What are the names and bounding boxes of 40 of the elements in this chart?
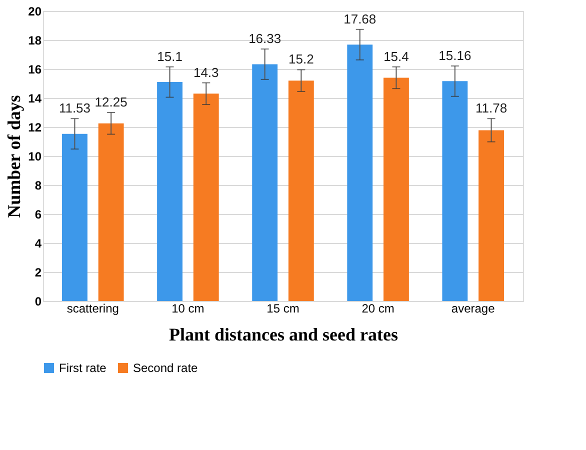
legend-label: First rate (59, 361, 107, 375)
y-tick-label: 10 (28, 150, 42, 164)
bar (252, 64, 278, 301)
bar (98, 123, 124, 301)
y-tick-label: 2 (34, 266, 42, 280)
y-tick-label: 12 (28, 120, 42, 134)
y-tick-label: 14 (28, 92, 42, 106)
y-tick-label: 8 (34, 178, 42, 192)
data-label: 11.78 (475, 100, 508, 116)
y-tick-label: 4 (34, 236, 42, 250)
y-tick-label: 6 (34, 208, 42, 222)
y-tick-label: 18 (28, 34, 42, 48)
bar (347, 44, 373, 301)
y-tick-label: 20 (28, 4, 42, 18)
data-label: 16.33 (248, 30, 282, 46)
data-label: 11.53 (58, 100, 91, 116)
bar (288, 80, 314, 301)
x-tick-label: 15 cm (266, 302, 300, 316)
y-axis-title: Number of days (4, 95, 24, 218)
bar (157, 82, 182, 301)
data-label: 15.16 (438, 48, 472, 63)
data-label: 14.3 (193, 64, 219, 80)
data-label: 15.2 (288, 52, 314, 67)
data-label: 12.25 (94, 94, 128, 110)
y-tick-label: 16 (28, 62, 42, 76)
data-label: 17.68 (344, 11, 376, 26)
x-tick-label: scattering (66, 302, 119, 316)
bar (62, 134, 88, 301)
data-label: 15.4 (384, 48, 409, 64)
legend-label: Second rate (133, 361, 198, 375)
x-axis-title: Plant distances and seed rates (169, 324, 398, 344)
x-tick-label: average (451, 302, 496, 316)
bar (384, 78, 409, 301)
y-tick-label: 0 (34, 294, 42, 308)
x-tick-label: 10 cm (172, 302, 204, 316)
bar (193, 94, 219, 301)
x-tick-label: 20 cm (362, 302, 394, 316)
bar (442, 81, 468, 301)
bar (478, 130, 504, 301)
data-label: 15.1 (157, 48, 182, 64)
